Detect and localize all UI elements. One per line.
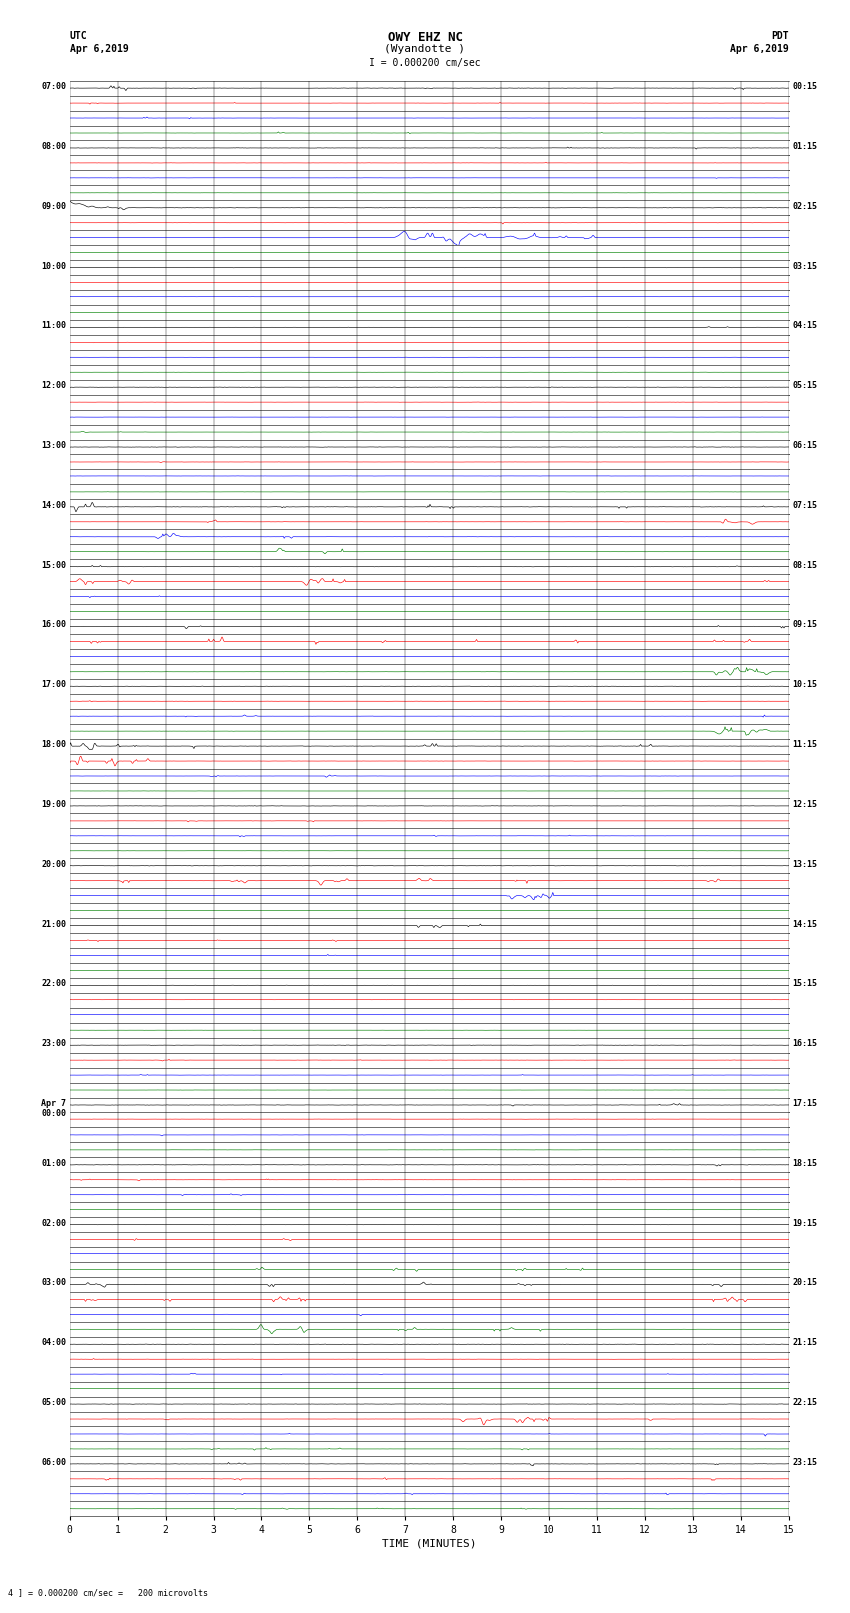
Text: 14:15: 14:15 — [792, 919, 818, 929]
Text: 17:00: 17:00 — [41, 681, 66, 689]
Text: 18:15: 18:15 — [792, 1158, 818, 1168]
Text: UTC: UTC — [70, 31, 88, 40]
Text: (Wyandotte ): (Wyandotte ) — [384, 44, 466, 53]
Text: 09:00: 09:00 — [41, 202, 66, 211]
Text: 01:15: 01:15 — [792, 142, 818, 152]
Text: 14:00: 14:00 — [41, 502, 66, 510]
Text: 05:15: 05:15 — [792, 381, 818, 390]
Text: 06:00: 06:00 — [41, 1458, 66, 1466]
Text: 16:15: 16:15 — [792, 1039, 818, 1048]
Text: 17:15: 17:15 — [792, 1098, 818, 1108]
Text: 11:00: 11:00 — [41, 321, 66, 331]
Text: 11:15: 11:15 — [792, 740, 818, 748]
Text: 13:15: 13:15 — [792, 860, 818, 869]
Text: 15:00: 15:00 — [41, 561, 66, 569]
Text: 00:15: 00:15 — [792, 82, 818, 92]
Text: 20:15: 20:15 — [792, 1279, 818, 1287]
Text: 04:15: 04:15 — [792, 321, 818, 331]
Text: 10:00: 10:00 — [41, 261, 66, 271]
Text: 22:15: 22:15 — [792, 1398, 818, 1407]
Text: 4 ] = 0.000200 cm/sec =   200 microvolts: 4 ] = 0.000200 cm/sec = 200 microvolts — [8, 1587, 208, 1597]
Text: 08:15: 08:15 — [792, 561, 818, 569]
Text: 19:15: 19:15 — [792, 1219, 818, 1227]
Text: 13:00: 13:00 — [41, 440, 66, 450]
Text: PDT: PDT — [771, 31, 789, 40]
Text: 04:00: 04:00 — [41, 1339, 66, 1347]
Text: 18:00: 18:00 — [41, 740, 66, 748]
Text: 03:00: 03:00 — [41, 1279, 66, 1287]
Text: I = 0.000200 cm/sec: I = 0.000200 cm/sec — [369, 58, 481, 68]
Text: 20:00: 20:00 — [41, 860, 66, 869]
Text: 09:15: 09:15 — [792, 621, 818, 629]
Text: 05:00: 05:00 — [41, 1398, 66, 1407]
Text: Apr 6,2019: Apr 6,2019 — [70, 44, 128, 53]
Text: 19:00: 19:00 — [41, 800, 66, 810]
X-axis label: TIME (MINUTES): TIME (MINUTES) — [382, 1539, 477, 1548]
Text: 23:00: 23:00 — [41, 1039, 66, 1048]
Text: 15:15: 15:15 — [792, 979, 818, 989]
Text: Apr 6,2019: Apr 6,2019 — [730, 44, 789, 53]
Text: 03:15: 03:15 — [792, 261, 818, 271]
Text: 16:00: 16:00 — [41, 621, 66, 629]
Text: 12:00: 12:00 — [41, 381, 66, 390]
Text: 01:00: 01:00 — [41, 1158, 66, 1168]
Text: 02:15: 02:15 — [792, 202, 818, 211]
Text: 12:15: 12:15 — [792, 800, 818, 810]
Text: 06:15: 06:15 — [792, 440, 818, 450]
Text: 23:15: 23:15 — [792, 1458, 818, 1466]
Text: 08:00: 08:00 — [41, 142, 66, 152]
Text: OWY EHZ NC: OWY EHZ NC — [388, 31, 462, 44]
Text: 02:00: 02:00 — [41, 1219, 66, 1227]
Text: 21:00: 21:00 — [41, 919, 66, 929]
Text: 22:00: 22:00 — [41, 979, 66, 989]
Text: Apr 7
00:00: Apr 7 00:00 — [41, 1098, 66, 1118]
Text: 10:15: 10:15 — [792, 681, 818, 689]
Text: 21:15: 21:15 — [792, 1339, 818, 1347]
Text: 07:00: 07:00 — [41, 82, 66, 92]
Text: 07:15: 07:15 — [792, 502, 818, 510]
